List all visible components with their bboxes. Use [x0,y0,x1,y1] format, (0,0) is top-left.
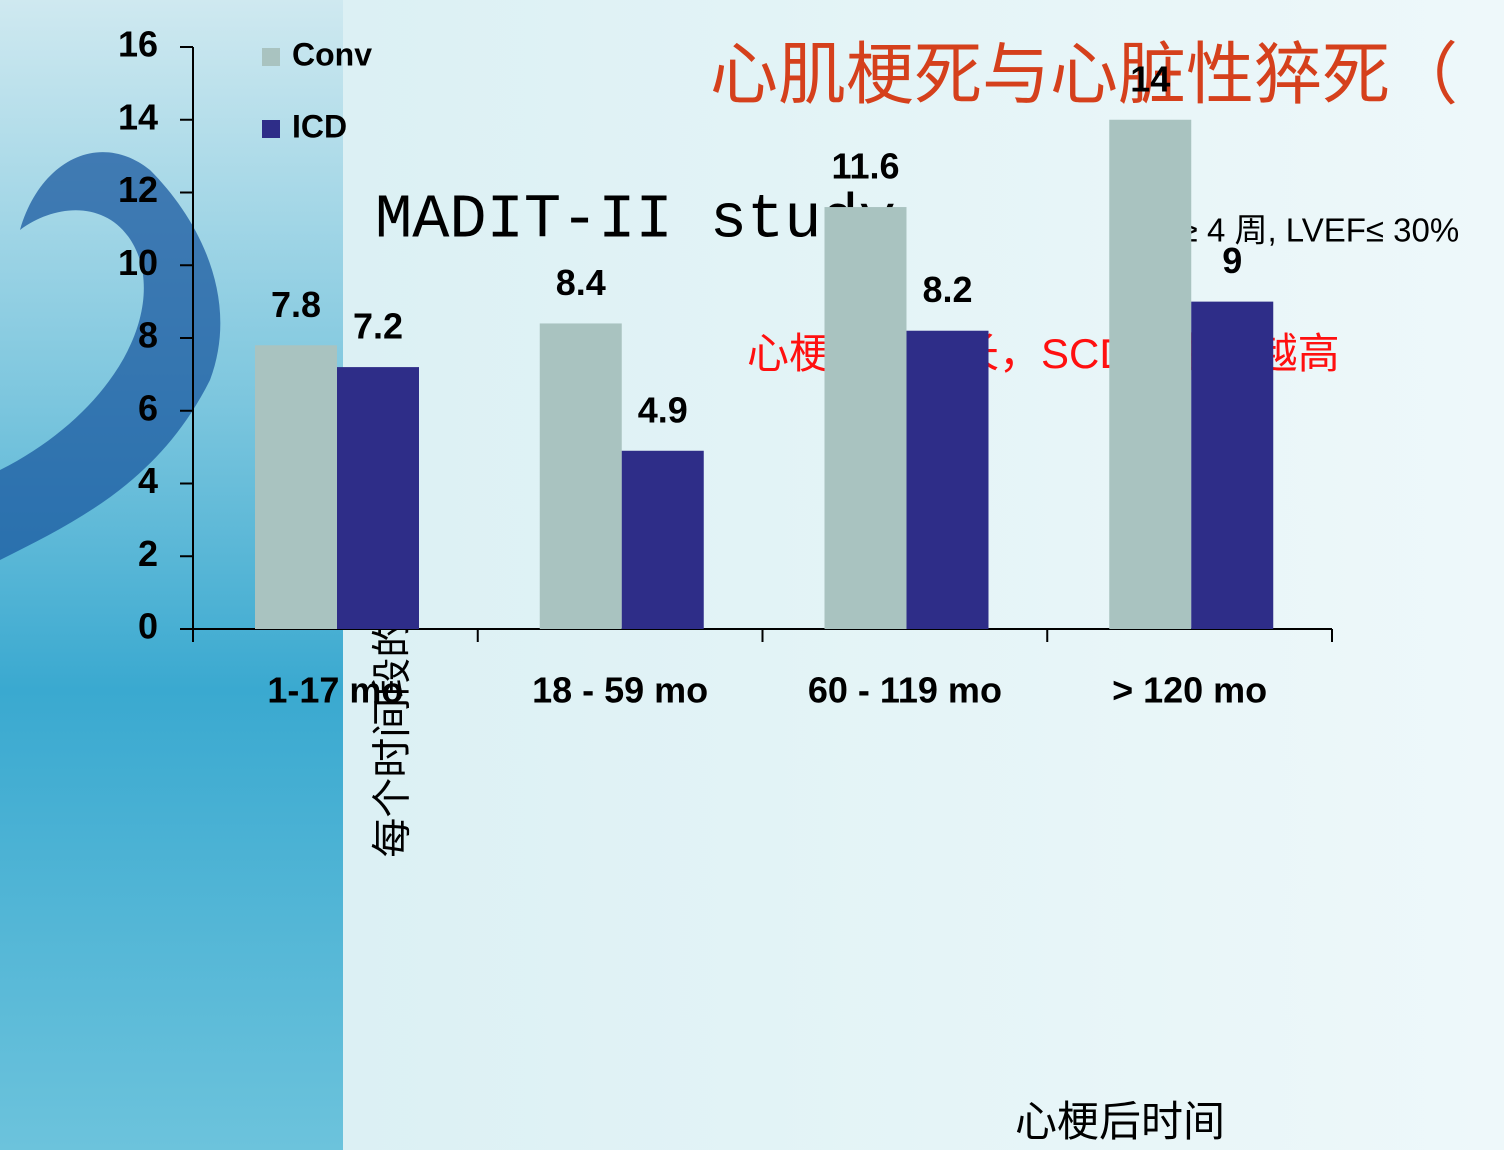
value-label: 9 [1222,240,1242,281]
y-tick-label: 12 [118,169,158,210]
value-label: 7.8 [271,284,321,325]
bar [906,330,989,629]
annotation: MI≥ 4 周, LVEF≤ 30% [1143,212,1459,249]
x-tick-label: 1-17 mo [267,670,403,711]
subtitle: MADIT-II study [375,184,896,255]
y-tick-label: 6 [138,387,158,428]
y-tick-label: 4 [138,460,158,501]
legend-swatch [262,120,280,138]
bar [337,367,419,629]
legend-label: ICD [292,108,347,144]
x-tick-label: 60 - 119 mo [808,670,1002,711]
y-tick-label: 8 [138,315,158,356]
bar [1191,301,1274,629]
value-label: 7.2 [353,306,403,347]
x-tick-label: 18 - 59 mo [532,670,708,711]
bar [539,323,622,629]
legend-label: Conv [292,36,372,72]
y-tick-label: 16 [118,24,158,65]
bar [621,450,704,629]
value-label: 11.6 [831,146,899,187]
bar [1109,119,1192,629]
x-tick-label: > 120 mo [1112,670,1267,711]
bar [824,207,907,630]
value-label: 4.9 [638,389,688,430]
bar [255,345,337,629]
y-tick-label: 14 [118,96,158,137]
y-tick-label: 2 [138,533,158,574]
y-tick-label: 10 [118,242,158,283]
water-splash [0,152,221,560]
value-label: 14 [1130,58,1170,99]
value-label: 8.2 [922,269,972,310]
value-label: 8.4 [556,262,606,303]
legend-swatch [262,48,280,66]
x-axis-label: 心梗后时间 [1015,1098,1225,1145]
y-tick-label: 0 [138,606,158,647]
title: 心肌梗死与心脏性猝死（ [710,37,1458,113]
